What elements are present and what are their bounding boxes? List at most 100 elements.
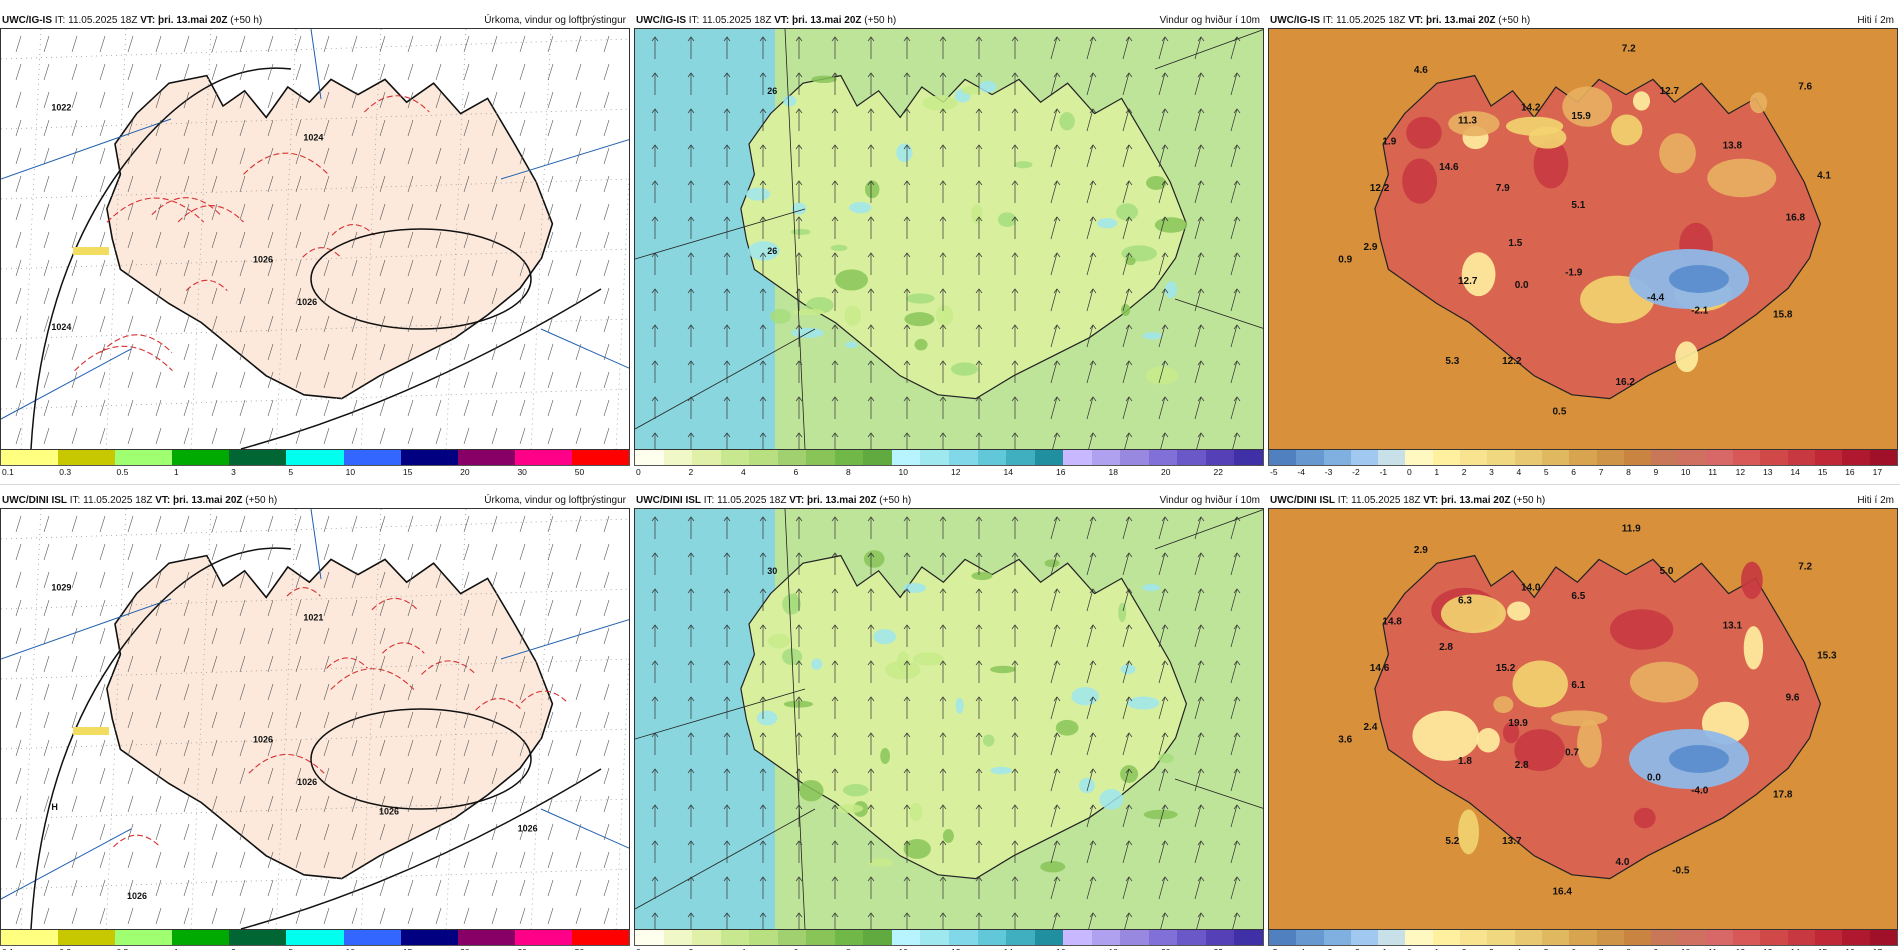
- legend-tick: 15: [1818, 946, 1827, 950]
- legend-tick: 10: [898, 467, 908, 477]
- map-label: 16.8: [1786, 213, 1806, 224]
- legend-swatch: [977, 930, 1007, 945]
- legend-swatch: [58, 450, 116, 465]
- legend-tick: 50: [575, 946, 584, 950]
- legend-tick: 12: [1735, 467, 1746, 477]
- legend-tick: 0.3: [59, 467, 72, 477]
- legend-tick: 7: [1599, 946, 1604, 950]
- legend-tick: 8: [846, 467, 851, 477]
- legend-swatch: [1177, 450, 1206, 465]
- legend-tick: 14: [1003, 467, 1013, 477]
- panel-header: UWC/DINI ISL IT: 11.05.2025 18Z VT: þri.…: [634, 494, 1264, 508]
- map-label: 1.8: [1458, 756, 1472, 767]
- map-label: 1026: [127, 891, 147, 901]
- map-label: 19.9: [1508, 718, 1528, 729]
- map-label: 4.6: [1414, 65, 1428, 76]
- legend-tick: 4: [1516, 467, 1522, 477]
- map-label: 26: [767, 246, 777, 256]
- panel-precip-row1: UWC/IG-IS IT: 11.05.2025 18Z VT: þri. 13…: [0, 14, 630, 484]
- legend-swatch: [229, 930, 287, 945]
- map-label: 7.2: [1622, 44, 1636, 55]
- map-label: 2.9: [1414, 545, 1428, 556]
- legend-tick: 10: [345, 467, 356, 477]
- run-info: UWC/IG-IS IT: 11.05.2025 18Z VT: þri. 13…: [634, 14, 896, 28]
- model-name: UWC/DINI ISL: [636, 495, 701, 506]
- legend-tick: 5: [288, 467, 294, 477]
- legend-swatch: [1350, 930, 1379, 945]
- legend-tick: 15: [1817, 467, 1828, 477]
- legend-swatch: [863, 450, 892, 465]
- map-label: 5.0: [1660, 566, 1674, 577]
- legend-tick: 10: [346, 946, 355, 950]
- legend-tick: 8: [846, 946, 851, 950]
- map-label: 14.2: [1521, 103, 1541, 114]
- legend-tick: 0: [636, 467, 641, 477]
- vt-label: VT:: [1408, 15, 1424, 26]
- legend-swatch: [1177, 930, 1206, 945]
- legend-swatch: [920, 450, 950, 465]
- legend-swatch: [400, 450, 458, 465]
- legend-swatch: [1569, 450, 1597, 465]
- legend-tick: 12: [951, 946, 960, 950]
- run-info: UWC/IG-IS IT: 11.05.2025 18Z VT: þri. 13…: [0, 14, 262, 28]
- panel-temp-row1: UWC/IG-IS IT: 11.05.2025 18Z VT: þri. 13…: [1268, 14, 1898, 484]
- map-canvas: 7.2 4.6 12.7 7.6 11.3 14.2 15.9 1.9 14.6 13.8 4.1 1…: [1269, 29, 1897, 449]
- legend-swatch: [1205, 930, 1235, 945]
- legend-tick: 8: [1626, 467, 1631, 477]
- legend-swatch: [229, 450, 287, 465]
- map-label: -1.9: [1565, 267, 1583, 278]
- map-label: H: [51, 802, 58, 812]
- map-canvas: 11.9 2.9 5.0 7.2 6.3 14.0 6.5 14.8 2.8 13.1 15.3 14…: [1269, 509, 1897, 929]
- it-value: 11.05.2025 18Z: [717, 495, 787, 506]
- map-label: 1022: [51, 103, 71, 113]
- legend-tick: -5: [1270, 467, 1278, 477]
- legend-swatch: [1705, 930, 1734, 945]
- legend-swatch: [834, 450, 864, 465]
- legend-swatch: [1034, 930, 1064, 945]
- legend-tick: 6: [1571, 946, 1576, 950]
- legend-swatch: [749, 930, 778, 945]
- map-label: 2.8: [1439, 642, 1453, 653]
- legend-tick: 2: [1461, 467, 1467, 477]
- legend-tick: 30: [517, 467, 527, 477]
- legend-tick: 3: [1489, 946, 1494, 950]
- legend-swatch: [1678, 450, 1706, 465]
- map-label: -2.1: [1691, 305, 1709, 316]
- legend-tick: 12: [1736, 946, 1745, 950]
- legend-swatch: [343, 450, 401, 465]
- legend-tick: 6: [793, 467, 799, 477]
- map-label: 12.2: [1370, 183, 1390, 194]
- legend-swatch: [172, 930, 230, 945]
- legend-tick: 13: [1763, 467, 1773, 477]
- legend-tick: 18: [1108, 467, 1118, 477]
- legend-tick: 18: [1109, 946, 1118, 950]
- legend-swatch: [1814, 450, 1843, 465]
- map-label: 2.4: [1364, 722, 1378, 733]
- map-label: 14.6: [1370, 663, 1390, 674]
- it-value: 11.05.2025 18Z: [702, 15, 772, 26]
- legend-swatch: [1678, 930, 1706, 945]
- map-label: 13.7: [1502, 836, 1522, 847]
- map-label: 12.7: [1660, 86, 1680, 97]
- legend-swatch: [1814, 930, 1843, 945]
- legend-bar: [0, 450, 630, 466]
- legend-tick: 20: [1161, 946, 1170, 950]
- map-label: 1.9: [1382, 137, 1396, 148]
- legend-swatch: [1350, 450, 1379, 465]
- lead-time: (+50 h): [864, 15, 897, 26]
- model-name: UWC/IG-IS: [1270, 15, 1320, 26]
- legend-swatch: [1596, 930, 1624, 945]
- map-label: 1026: [379, 806, 399, 816]
- map-label: 7.2: [1798, 562, 1812, 573]
- legend-tick: -4: [1297, 946, 1305, 950]
- it-label: IT:: [69, 495, 81, 506]
- panel-header: UWC/IG-IS IT: 11.05.2025 18Z VT: þri. 13…: [0, 14, 630, 28]
- it-value: 11.05.2025 18Z: [83, 495, 153, 506]
- legend-tick: 22: [1214, 946, 1223, 950]
- it-label: IT:: [1337, 495, 1349, 506]
- legend-tick: 0.5: [117, 946, 129, 950]
- legend-tick: 1: [174, 946, 179, 950]
- model-name: UWC/DINI ISL: [1270, 495, 1335, 506]
- legend-tick: 5: [288, 946, 293, 950]
